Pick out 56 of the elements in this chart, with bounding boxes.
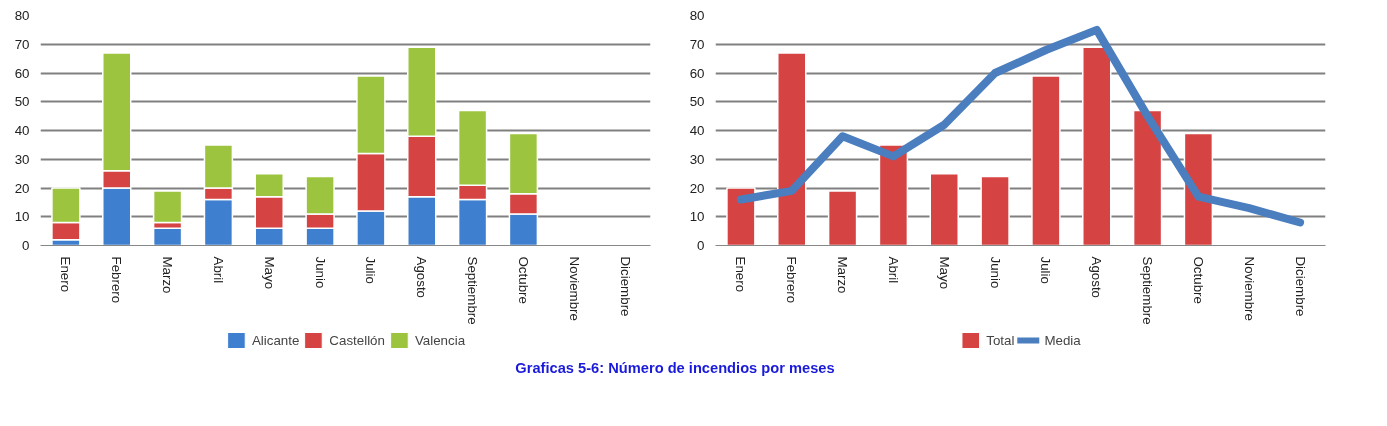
- y-tick-label: 0: [697, 238, 705, 253]
- x-tick-label: Marzo: [835, 256, 851, 294]
- x-tick-label: Septiembre: [1140, 256, 1156, 325]
- x-tick-label: Mayo: [936, 256, 952, 290]
- x-tick-label: Septiembre: [465, 256, 481, 325]
- x-tick-label: Diciembre: [1292, 256, 1308, 317]
- x-tick-label: Marzo: [160, 256, 176, 294]
- bar: [726, 187, 756, 246]
- legend-label: Alicante: [251, 332, 300, 348]
- bar: [929, 172, 959, 246]
- x-tick-label: Enero: [58, 256, 74, 293]
- x-tick-label: Noviembre: [1241, 256, 1257, 321]
- x-tick-label: Octubre: [515, 256, 531, 304]
- bar: [777, 52, 807, 246]
- x-tick-label: Abril: [885, 256, 901, 284]
- legend-label: Total: [986, 332, 1015, 348]
- x-tick-label: Junio: [312, 256, 328, 289]
- x-tick-label: Diciembre: [617, 256, 633, 317]
- bar: [827, 190, 858, 246]
- x-tick-label: Julio: [1038, 256, 1054, 284]
- bar: [1132, 109, 1163, 246]
- bar: [1082, 46, 1112, 246]
- x-tick-label: Abril: [210, 256, 226, 284]
- y-tick-label: 80: [689, 8, 705, 23]
- x-tick-label: Febrero: [109, 256, 125, 304]
- bar: [1031, 75, 1061, 246]
- y-tick-label: 40: [14, 123, 30, 138]
- legend-label: Castellón: [329, 332, 385, 348]
- y-tick-label: 30: [14, 151, 30, 167]
- y-tick-label: 60: [14, 65, 30, 81]
- x-tick-label: Enero: [733, 256, 749, 293]
- x-tick-label: Julio: [363, 256, 379, 284]
- y-tick-label: 60: [689, 65, 705, 81]
- y-tick-label: 70: [14, 36, 30, 52]
- bar: [980, 175, 1010, 246]
- y-tick-label: 30: [689, 151, 705, 167]
- x-tick-label: Junio: [987, 256, 1003, 289]
- y-tick-label: 50: [689, 94, 705, 110]
- x-tick-label: Noviembre: [566, 256, 582, 321]
- legend-label: Valencia: [414, 332, 466, 348]
- y-tick-label: 10: [689, 209, 705, 225]
- y-tick-label: 20: [14, 180, 30, 196]
- legend-label: Media: [1044, 332, 1081, 348]
- x-tick-label: Agosto: [1089, 256, 1105, 298]
- y-tick-label: 70: [689, 36, 705, 52]
- y-tick-label: 10: [14, 209, 30, 225]
- y-tick-label: 0: [22, 238, 30, 253]
- y-tick-label: 20: [689, 180, 705, 196]
- y-tick-label: 80: [14, 8, 30, 23]
- x-tick-label: Octubre: [1190, 256, 1206, 304]
- y-tick-label: 50: [14, 94, 30, 110]
- x-tick-label: Agosto: [414, 256, 430, 298]
- x-tick-label: Mayo: [261, 256, 277, 290]
- x-tick-label: Febrero: [784, 256, 800, 304]
- y-tick-label: 40: [689, 123, 705, 138]
- text: Graficas 5-6: Número de incendios por meses: [515, 359, 835, 378]
